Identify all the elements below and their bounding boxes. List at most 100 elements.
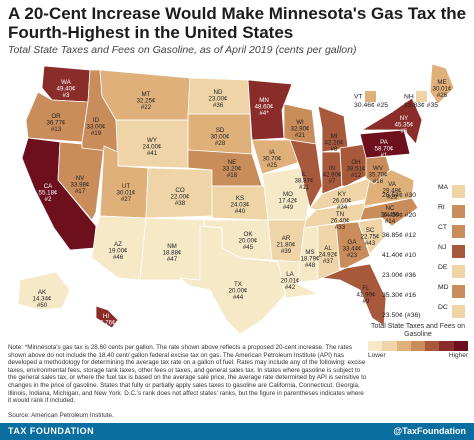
legend-swatch-mid-high: [425, 341, 440, 351]
state-label-ny: NY 45.35¢ #6: [395, 115, 414, 135]
state-label-nd: ND 23.00¢ #36: [209, 89, 228, 109]
state-box-abbr: NJ: [438, 244, 447, 251]
legend-title: Total State Taxes and Fees on Gasoline: [370, 323, 466, 338]
state-box-value: 35.30¢ #16: [382, 292, 416, 299]
state-box-rank: #16: [402, 292, 417, 299]
state-tx: [178, 225, 287, 335]
footer-org: TAX FOUNDATION: [8, 426, 95, 436]
state-box-abbr: DE: [438, 264, 448, 271]
state-label-wa: WA 49.40¢ #3: [57, 79, 76, 99]
state-box-amount: 34.00¢: [382, 212, 403, 219]
state-ny: [360, 97, 423, 145]
state-box-rank: #20: [402, 212, 417, 219]
state-me: [429, 63, 455, 105]
state-box-swatch: [415, 91, 427, 102]
state-label-sc: SC 22.75¢ #43: [361, 227, 380, 247]
state-oh: [339, 143, 371, 187]
state-box-swatch: [452, 205, 465, 218]
state-box-ri: RI 34.00¢ #20: [382, 204, 466, 220]
state-box-nj: NJ 41.40¢ #10: [382, 244, 466, 260]
state-box-value: 36.85¢ #12: [382, 232, 416, 239]
state-pa: [359, 129, 411, 159]
state-box-value: 34.00¢ #20: [382, 212, 416, 219]
state-box-dc: DC 23.50¢ (#36): [382, 304, 466, 320]
legend-swatch-low: [382, 341, 397, 351]
state-label-ar: AR 21.80¢ #39: [277, 235, 296, 255]
state-mn: [247, 79, 293, 141]
state-box-swatch: [452, 305, 465, 318]
state-label-wi: WI 32.90¢ #21: [291, 119, 310, 139]
legend-high-label: Higher: [448, 352, 468, 359]
state-box-abbr: NH: [404, 93, 414, 101]
state-box-swatch: [364, 91, 376, 102]
state-label-ak: AK 14.34¢ #50: [33, 289, 52, 309]
state-box-value: 23.00¢ #36: [382, 272, 416, 279]
state-box-abbr: MA: [438, 184, 449, 191]
state-box-rank: #12: [402, 232, 417, 239]
state-label-mi: MI 42.26¢ #8: [325, 133, 344, 153]
source-line: Source: American Petroleum Institute.: [8, 412, 114, 419]
state-box-abbr: DC: [438, 304, 448, 311]
state-box-amount: 35.30¢: [382, 292, 403, 299]
state-box-rank: #35: [424, 102, 439, 109]
state-label-ky: KY 26.00¢ #34: [333, 191, 352, 211]
state-label-mt: MT 32.25¢ #22: [137, 91, 156, 111]
state-box-swatch: [452, 185, 465, 198]
state-label-or: OR 36.77¢ #13: [47, 113, 66, 133]
footer-handle[interactable]: @TaxFoundation: [393, 426, 466, 436]
state-label-nv: NV 33.98¢ #17: [71, 175, 90, 195]
state-ga: [335, 221, 371, 269]
state-mi: [317, 105, 349, 153]
state-label-pa: PA 58.70¢ #1: [375, 139, 394, 159]
state-label-co: CO 22.00¢ #38: [171, 187, 190, 207]
page-subtitle: Total State Taxes and Fees on Gasoline, …: [8, 44, 357, 56]
state-label-me: ME 30.01¢ #26: [433, 79, 452, 99]
state-label-ia: IA 30.70¢ #25: [263, 149, 282, 169]
state-label-in: IN 42.90¢ #7: [323, 165, 342, 185]
state-label-tx: TX 20.00¢ #44: [229, 281, 248, 301]
legend-low-label: Lower: [368, 352, 386, 359]
state-label-mn: MN 48.60¢ #4*: [255, 97, 274, 117]
state-fl: [320, 263, 387, 327]
page-title: A 20-Cent Increase Would Make Minnesota'…: [8, 4, 467, 42]
state-box-swatch: [452, 245, 465, 258]
state-box-abbr: MD: [438, 284, 449, 291]
state-label-az: AZ 19.00¢ #46: [109, 241, 128, 261]
state-label-la: LA 20.01¢ #42: [281, 271, 300, 291]
state-box-amount: 36.85¢: [382, 232, 403, 239]
state-il: [289, 139, 323, 210]
state-box-value: 23.50¢ (#36): [382, 312, 421, 319]
state-label-ga: GA 33.44¢ #23: [343, 239, 362, 259]
state-box-rank: #30: [402, 192, 417, 199]
footnote: Note: *Minnesota's gas tax is 28.60 cent…: [8, 344, 367, 405]
state-label-ne: NE 33.20¢ #18: [223, 159, 242, 179]
state-box-value: 30.46¢: [354, 102, 375, 109]
state-box-de: DE 23.00¢ #36: [382, 264, 466, 280]
state-label-al: AL 24.92¢ #37: [319, 245, 338, 265]
state-box-abbr: CT: [438, 224, 448, 231]
state-sc: [357, 217, 385, 255]
state-ak: [17, 271, 71, 311]
state-in: [321, 151, 343, 195]
state-label-il: IL 38.87¢ #11: [295, 171, 314, 191]
legend-color-scale: [368, 341, 468, 351]
state-box-abbr: RI: [438, 204, 445, 211]
state-box-swatch: [452, 225, 465, 238]
footer-bar: TAX FOUNDATION @TaxFoundation: [0, 423, 474, 440]
state-label-ok: OK 20.00¢ #45: [239, 231, 258, 251]
us-map: WA 49.40¢ #3 OR 36.77¢ #13 CA 55.18¢ #2 NV 33.98¢ #…: [17, 63, 455, 335]
state-label-ut: UT 30.01¢ #27: [117, 183, 136, 203]
state-label-hi: HI 46.76¢ #5: [97, 313, 116, 333]
legend-swatch-mid-low: [396, 341, 411, 351]
state-label-tn: TN 26.40¢ #33: [331, 211, 350, 231]
state-box-nh: NH 23.83¢ #35: [404, 91, 438, 109]
state-box-rank: #36: [402, 272, 417, 279]
state-box-abbr: VT: [354, 93, 363, 101]
state-box-amount: 23.00¢: [382, 272, 403, 279]
state-box-amount: 26.54¢: [382, 192, 403, 199]
state-box-ma: MA 26.54¢ #30: [382, 184, 466, 200]
state-label-va: VA 29.48¢ #29: [383, 181, 402, 201]
state-box-value: 41.40¢ #10: [382, 252, 416, 259]
state-label-wy: WY 24.00¢ #41: [143, 137, 162, 157]
legend-swatch-high: [439, 341, 454, 351]
